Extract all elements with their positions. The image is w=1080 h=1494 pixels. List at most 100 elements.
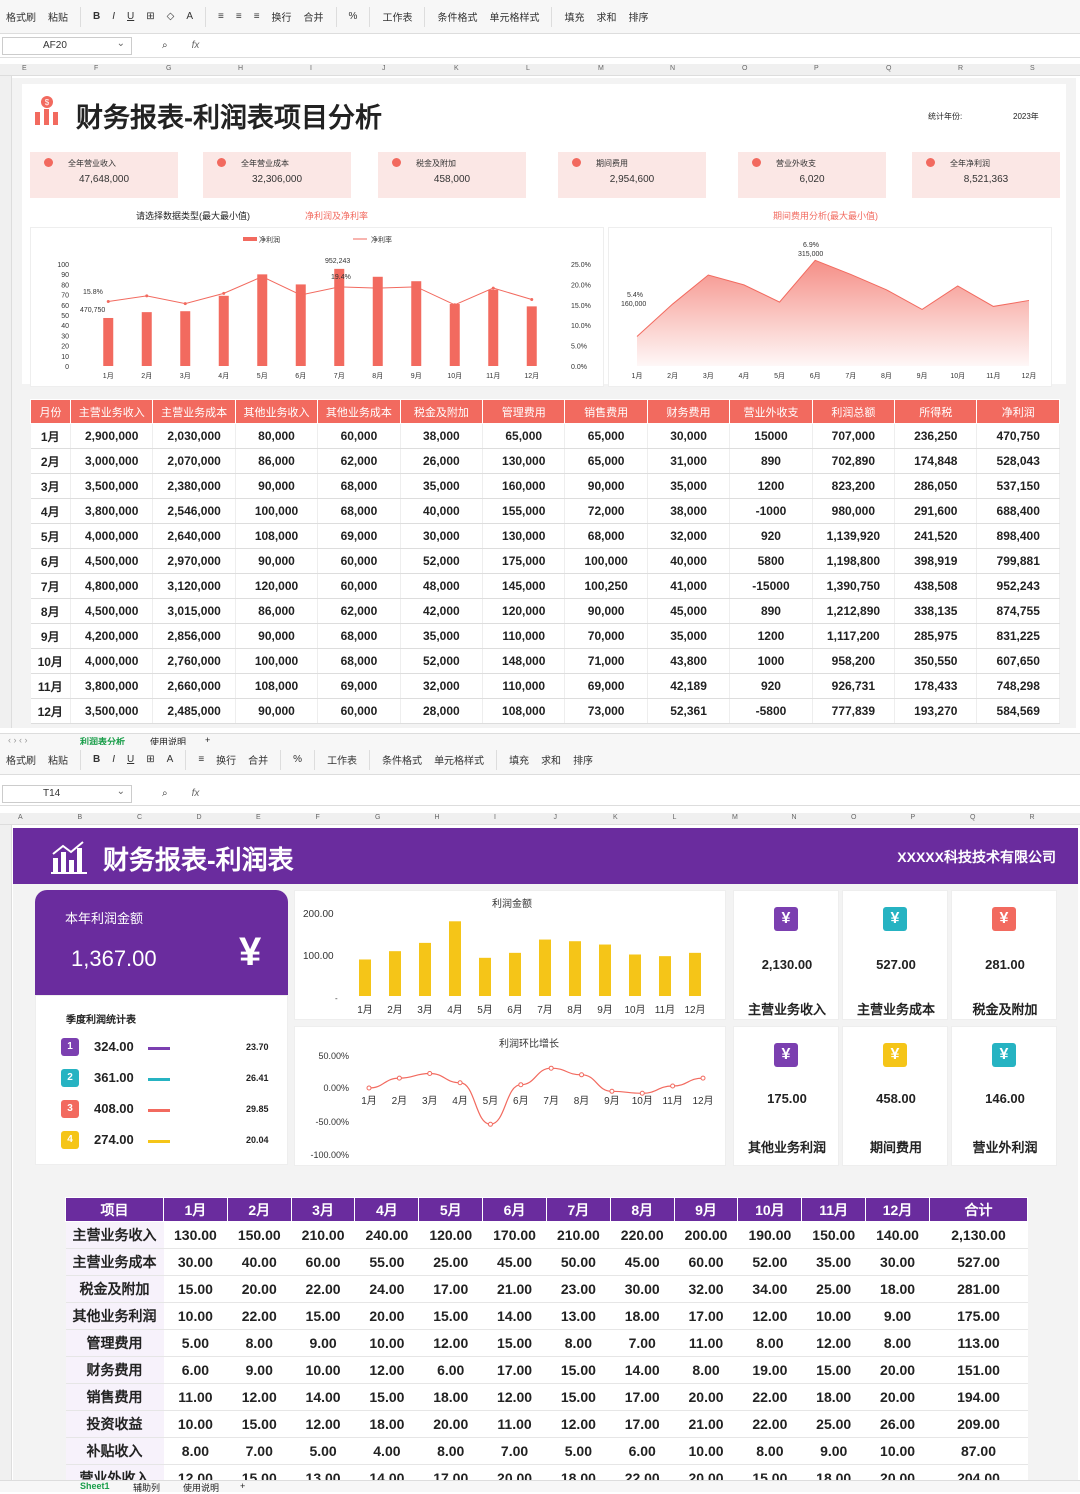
table-cell[interactable]: 32,000 bbox=[400, 674, 482, 699]
table-cell[interactable]: 22.00 bbox=[227, 1303, 291, 1330]
table-cell[interactable]: 748,298 bbox=[977, 674, 1060, 699]
table-cell[interactable]: 350,550 bbox=[895, 649, 977, 674]
table-cell[interactable]: 170.00 bbox=[483, 1222, 547, 1249]
table-cell[interactable]: 25.00 bbox=[419, 1249, 483, 1276]
table-cell[interactable]: 主营业务成本 bbox=[66, 1249, 164, 1276]
table-cell[interactable]: 65,000 bbox=[565, 449, 647, 474]
net-profit-bar[interactable] bbox=[257, 274, 267, 366]
table-cell[interactable]: 68,000 bbox=[318, 624, 400, 649]
table-cell[interactable]: 113.00 bbox=[930, 1330, 1028, 1357]
table-cell[interactable]: 24.00 bbox=[355, 1276, 419, 1303]
table-cell[interactable]: 14.00 bbox=[483, 1303, 547, 1330]
column-letter[interactable]: D bbox=[197, 814, 202, 821]
table-cell[interactable]: 65,000 bbox=[565, 424, 647, 449]
table-cell[interactable]: 30.00 bbox=[164, 1249, 228, 1276]
percent-button[interactable]: % bbox=[349, 11, 358, 22]
column-letter[interactable]: Q bbox=[970, 814, 975, 821]
table-cell[interactable]: 10.00 bbox=[291, 1357, 355, 1384]
table-cell[interactable]: 6月 bbox=[31, 549, 71, 574]
table-cell[interactable]: 920 bbox=[730, 524, 812, 549]
table-cell[interactable]: 151.00 bbox=[930, 1357, 1028, 1384]
fill-button[interactable]: 填充 bbox=[564, 9, 584, 24]
underline-button-2[interactable]: U bbox=[127, 754, 134, 765]
column-letter[interactable]: K bbox=[454, 65, 459, 72]
table-cell[interactable]: 12.00 bbox=[227, 1384, 291, 1411]
growth-point[interactable] bbox=[428, 1071, 432, 1075]
table-cell[interactable]: 21.00 bbox=[674, 1411, 738, 1438]
table-cell[interactable]: 1月 bbox=[31, 424, 71, 449]
merge-button[interactable]: 合并 bbox=[304, 9, 324, 24]
table-cell[interactable]: 120,000 bbox=[235, 574, 317, 599]
table-cell[interactable]: 35.00 bbox=[802, 1249, 866, 1276]
underline-button[interactable]: U bbox=[127, 11, 134, 22]
tab-sheet1[interactable]: Sheet1 bbox=[80, 1481, 110, 1491]
table-cell[interactable]: 3,800,000 bbox=[71, 674, 153, 699]
add-sheet-button-2[interactable]: + bbox=[240, 1481, 245, 1491]
table-cell[interactable]: 100,000 bbox=[565, 549, 647, 574]
sort-button[interactable]: 排序 bbox=[628, 9, 648, 24]
table-cell[interactable]: 20.00 bbox=[674, 1384, 738, 1411]
table-cell[interactable]: 17.00 bbox=[483, 1357, 547, 1384]
net-margin-point[interactable] bbox=[338, 285, 341, 288]
net-margin-point[interactable] bbox=[492, 287, 495, 290]
table-cell[interactable]: 1200 bbox=[730, 624, 812, 649]
table-cell[interactable]: 17.00 bbox=[674, 1303, 738, 1330]
table-cell[interactable]: 70,000 bbox=[565, 624, 647, 649]
table-cell[interactable]: 34.00 bbox=[738, 1276, 802, 1303]
net-margin-point[interactable] bbox=[184, 302, 187, 305]
column-letter[interactable]: M bbox=[598, 65, 604, 72]
net-profit-bar[interactable] bbox=[142, 312, 152, 366]
worksheet-button-2[interactable]: 工作表 bbox=[327, 752, 357, 767]
table-cell[interactable]: 52,000 bbox=[400, 549, 482, 574]
table-cell[interactable]: 108,000 bbox=[235, 674, 317, 699]
table-cell[interactable]: 1,139,920 bbox=[812, 524, 894, 549]
growth-point[interactable] bbox=[367, 1086, 371, 1090]
table-cell[interactable]: 890 bbox=[730, 449, 812, 474]
column-letter[interactable]: F bbox=[94, 65, 98, 72]
table-cell[interactable]: 3,120,000 bbox=[153, 574, 235, 599]
profit-bar[interactable] bbox=[479, 958, 491, 996]
growth-point[interactable] bbox=[397, 1076, 401, 1080]
table-cell[interactable]: 3,015,000 bbox=[153, 599, 235, 624]
column-letter[interactable]: G bbox=[375, 814, 380, 821]
bold-button[interactable]: B bbox=[93, 11, 100, 22]
profit-bar[interactable] bbox=[569, 941, 581, 996]
table-cell[interactable]: 286,050 bbox=[895, 474, 977, 499]
table-cell[interactable]: 220.00 bbox=[610, 1222, 674, 1249]
table-cell[interactable]: 17.00 bbox=[419, 1276, 483, 1303]
column-letter[interactable]: O bbox=[851, 814, 856, 821]
table-cell[interactable]: 100,250 bbox=[565, 574, 647, 599]
bold-button-2[interactable]: B bbox=[93, 754, 100, 765]
table-cell[interactable]: 527.00 bbox=[930, 1249, 1028, 1276]
chart-heading-left[interactable]: 请选择数据类型(最大最小值) bbox=[136, 209, 250, 222]
table-cell[interactable]: 15.00 bbox=[546, 1384, 610, 1411]
growth-point[interactable] bbox=[519, 1083, 523, 1087]
table-cell[interactable]: 175.00 bbox=[930, 1303, 1028, 1330]
table-cell[interactable]: 60,000 bbox=[318, 574, 400, 599]
table-cell[interactable]: 30,000 bbox=[400, 524, 482, 549]
table-cell[interactable]: 68,000 bbox=[318, 649, 400, 674]
align-right-icon[interactable]: ≡ bbox=[254, 11, 260, 22]
table-cell[interactable]: 11.00 bbox=[674, 1330, 738, 1357]
border-icon-2[interactable]: ⊞ bbox=[146, 754, 154, 765]
table-cell[interactable]: 45.00 bbox=[610, 1249, 674, 1276]
tab-helper[interactable]: 辅助列 bbox=[133, 1481, 160, 1494]
fill-color-icon[interactable]: ◇ bbox=[167, 11, 175, 22]
table-cell[interactable]: 4,500,000 bbox=[71, 549, 153, 574]
table-cell[interactable]: 43,800 bbox=[647, 649, 729, 674]
growth-point[interactable] bbox=[549, 1066, 553, 1070]
net-profit-bar[interactable] bbox=[411, 281, 421, 366]
table-cell[interactable]: 20.00 bbox=[866, 1384, 930, 1411]
table-cell[interactable]: 50.00 bbox=[546, 1249, 610, 1276]
table-cell[interactable]: 销售费用 bbox=[66, 1384, 164, 1411]
table-cell[interactable]: 31,000 bbox=[647, 449, 729, 474]
table-cell[interactable]: 874,755 bbox=[977, 599, 1060, 624]
table-cell[interactable]: 9.00 bbox=[291, 1330, 355, 1357]
table-cell[interactable]: 19.00 bbox=[738, 1357, 802, 1384]
table-cell[interactable]: 20.00 bbox=[227, 1276, 291, 1303]
table-cell[interactable]: 42,000 bbox=[400, 599, 482, 624]
table-cell[interactable]: 15000 bbox=[730, 424, 812, 449]
table-cell[interactable]: 2,760,000 bbox=[153, 649, 235, 674]
table-cell[interactable]: 2,030,000 bbox=[153, 424, 235, 449]
profit-bar[interactable] bbox=[689, 953, 701, 996]
